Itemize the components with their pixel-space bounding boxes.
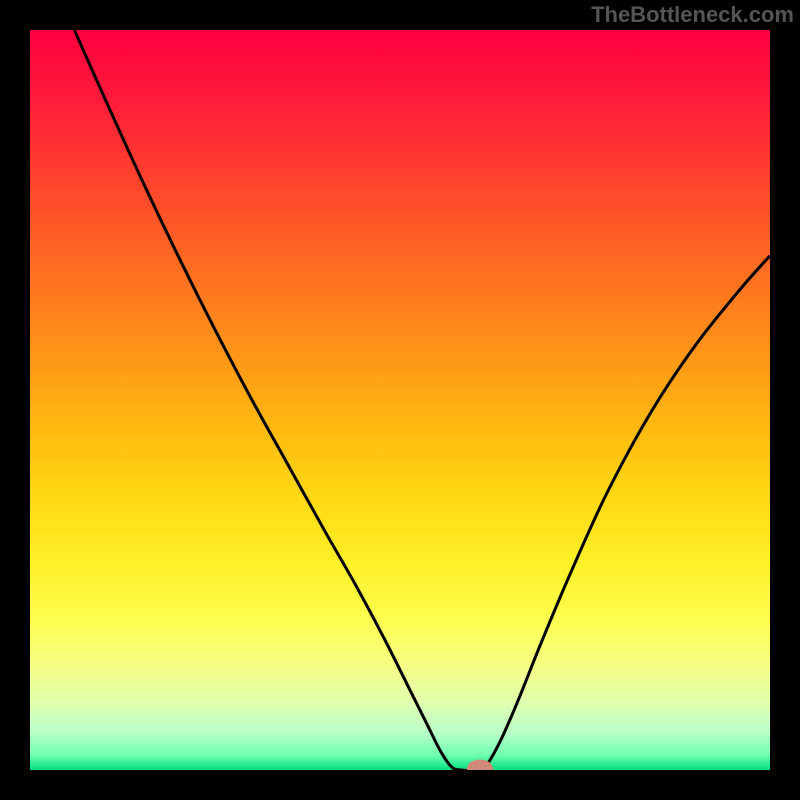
watermark-text: TheBottleneck.com — [591, 2, 794, 28]
bottleneck-chart — [0, 0, 800, 800]
chart-frame: TheBottleneck.com — [0, 0, 800, 800]
optimum-marker — [467, 760, 493, 778]
